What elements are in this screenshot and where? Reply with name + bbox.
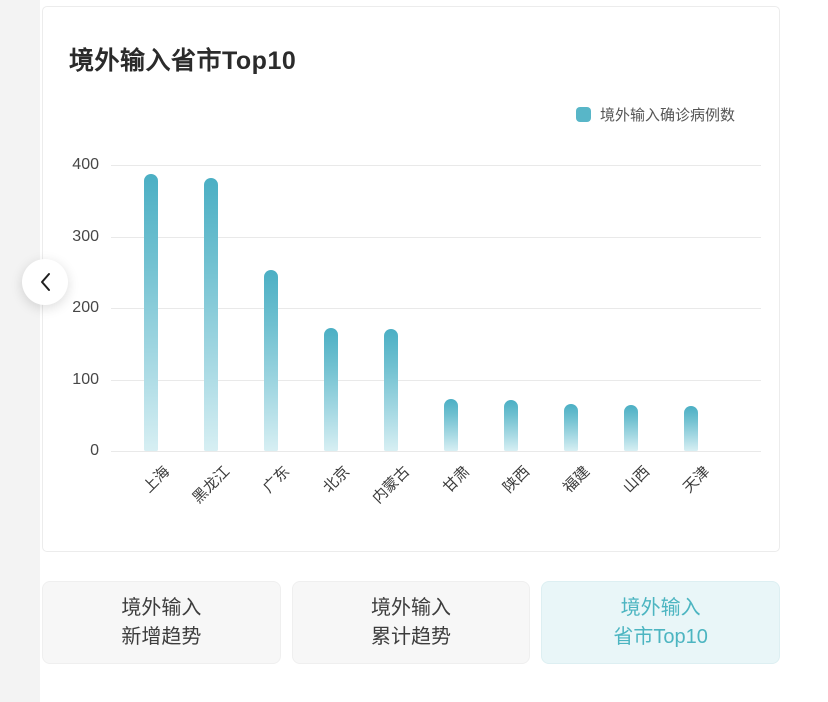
- carousel-prev-button[interactable]: [22, 259, 68, 305]
- tab-label-line: 累计趋势: [371, 625, 451, 648]
- y-axis-label: 100: [72, 370, 99, 388]
- chart-title: 境外输入省市Top10: [69, 47, 297, 75]
- gridline: [111, 165, 761, 166]
- bar[interactable]: [204, 177, 218, 451]
- tabs: 境外输入 新增趋势 境外输入 累计趋势 境外输入 省市Top10: [42, 581, 781, 664]
- tab-label-line: 境外输入: [371, 597, 451, 620]
- tab-imported-new-trend[interactable]: 境外输入 新增趋势: [42, 581, 281, 664]
- gridline: [111, 451, 761, 452]
- gridline: [111, 236, 761, 238]
- bar[interactable]: [444, 398, 458, 451]
- gridline: [111, 308, 761, 309]
- x-axis-label: 陕西: [499, 463, 534, 497]
- chart-card: 境外输入省市Top10 境外输入确诊病例数 0 100 200 300 400 上海 黑龙江…: [42, 6, 780, 552]
- legend-swatch-icon: [575, 107, 591, 122]
- gridline: [111, 379, 761, 381]
- y-axis-label: 300: [72, 227, 99, 245]
- tab-label-line: 境外输入: [121, 597, 202, 620]
- plot-area: 0 100 200 300 400 上海 黑龙江 广东 北京 内蒙古 甘肃 陕西 福建 山西 天津: [72, 156, 761, 507]
- y-axis-label: 200: [72, 299, 99, 316]
- page-left-gutter: [0, 0, 40, 702]
- x-axis-label: 广东: [259, 463, 294, 497]
- bar[interactable]: [624, 404, 638, 451]
- x-axis-label: 甘肃: [439, 463, 474, 497]
- bar[interactable]: [384, 329, 398, 451]
- tab-label-line: 省市Top10: [613, 625, 708, 648]
- tab-imported-province-top10[interactable]: 境外输入省市Top10: [541, 581, 781, 664]
- x-axis-label: 天津: [679, 463, 714, 497]
- tab-imported-cumulative-trend[interactable]: 境外输入 累计趋势: [291, 581, 531, 664]
- bar[interactable]: [324, 328, 338, 451]
- x-axis-label: 北京: [319, 463, 354, 497]
- y-axis-label: 0: [90, 442, 99, 459]
- bar[interactable]: [684, 405, 698, 451]
- y-axis-label: 400: [72, 156, 99, 173]
- x-axis-label: 黑龙江: [189, 463, 234, 507]
- legend-label: 境外输入确诊病例数: [599, 107, 735, 124]
- bar[interactable]: [564, 403, 578, 451]
- bar[interactable]: [264, 270, 278, 451]
- bar[interactable]: [504, 399, 518, 451]
- bar[interactable]: [144, 174, 158, 451]
- x-axis-label: 福建: [559, 463, 594, 497]
- x-axis-label: 山西: [619, 463, 654, 497]
- x-axis-label: 上海: [139, 463, 174, 497]
- tab-label-line: 新增趋势: [121, 625, 202, 648]
- legend: 境外输入确诊病例数: [575, 104, 735, 125]
- x-axis-label: 内蒙古: [369, 463, 414, 507]
- tab-label-line: 境外输入: [620, 597, 701, 620]
- chevron-left-icon: [41, 273, 50, 291]
